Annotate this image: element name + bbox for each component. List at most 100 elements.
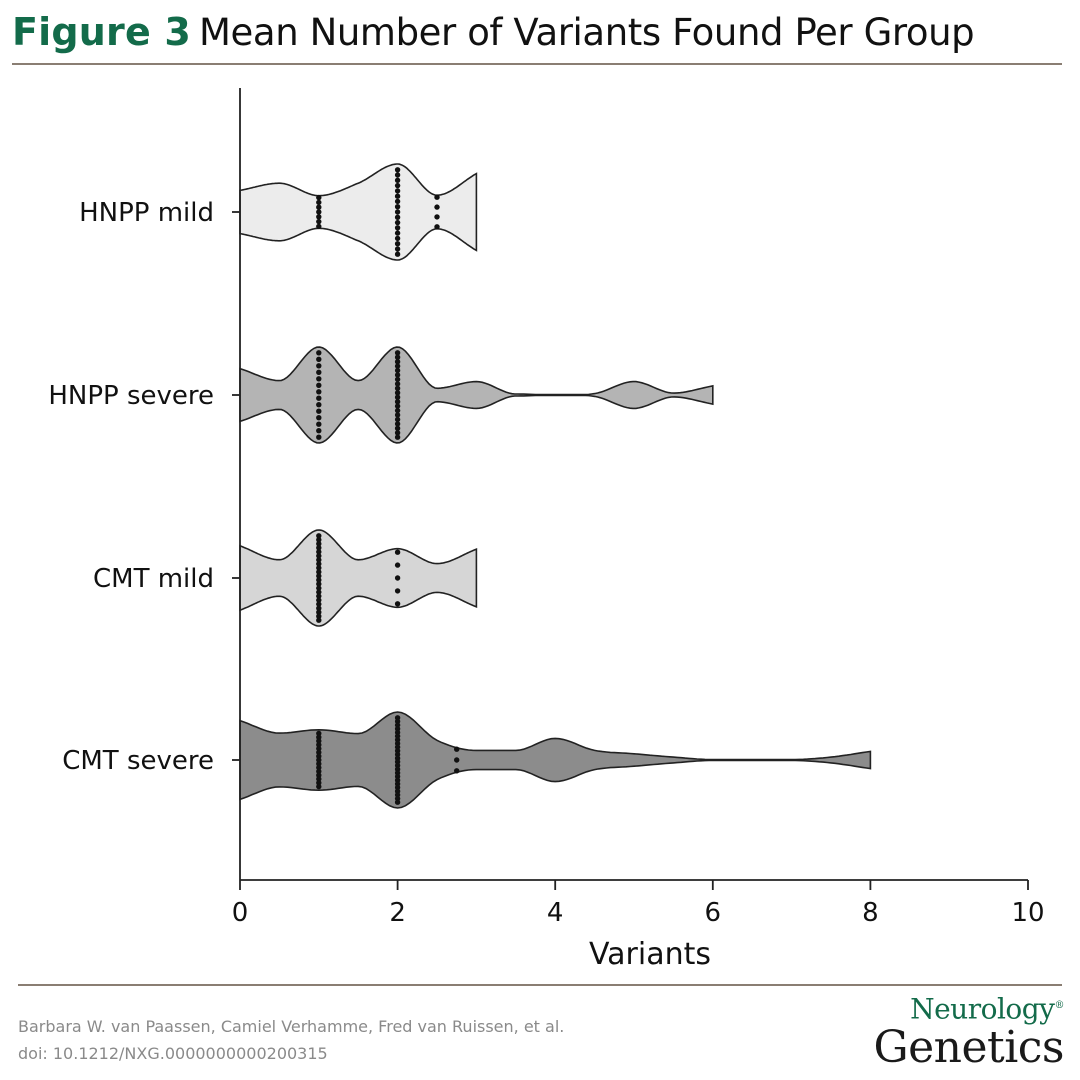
data-dot: [316, 545, 322, 551]
data-dot: [394, 434, 401, 440]
data-dot: [394, 777, 401, 783]
data-dot: [394, 359, 401, 365]
data-dot: [316, 768, 322, 775]
data-dot: [394, 209, 401, 215]
data-dot: [394, 751, 401, 758]
x-tick-label: 0: [232, 898, 249, 928]
data-dot: [434, 194, 440, 200]
data-dot: [316, 577, 322, 583]
data-dot: [316, 382, 322, 388]
y-tick-label: HNPP severe: [48, 381, 214, 411]
data-dot: [394, 354, 401, 360]
data-dot: [316, 780, 322, 786]
violin-group: [239, 711, 872, 809]
data-dot: [394, 766, 401, 772]
data-dot: [316, 402, 322, 408]
data-dot: [316, 223, 322, 230]
data-dot: [394, 372, 401, 378]
figure-title: Mean Number of Variants Found Per Group: [199, 11, 975, 54]
violin-group: [239, 163, 478, 261]
x-tick-label: 8: [862, 898, 879, 928]
data-dot: [316, 589, 322, 595]
data-dot: [316, 573, 322, 579]
data-dot: [394, 799, 401, 805]
data-dot: [316, 537, 322, 543]
data-dot: [394, 204, 401, 210]
data-dot: [316, 557, 322, 563]
data-dot: [394, 773, 401, 780]
data-dot: [394, 549, 401, 555]
data-dot: [394, 177, 401, 183]
data-dot: [316, 561, 322, 567]
y-tick-label: CMT mild: [93, 564, 214, 594]
data-dot: [394, 394, 401, 400]
violin-group: [239, 346, 714, 444]
data-dot: [394, 385, 401, 391]
data-dot: [316, 617, 322, 623]
x-axis-label: Variants: [589, 937, 711, 970]
x-tick-label: 2: [389, 898, 406, 928]
data-dot: [394, 788, 401, 794]
data-dot: [394, 562, 401, 568]
data-dot: [394, 193, 401, 199]
data-dot: [316, 218, 322, 225]
data-dot: [316, 395, 322, 401]
data-dot: [316, 601, 322, 607]
data-dot: [394, 219, 401, 226]
data-dot: [394, 182, 401, 189]
data-dot: [316, 745, 322, 752]
x-tick-label: 10: [1011, 898, 1044, 928]
data-dot: [394, 726, 401, 732]
data-dot: [394, 737, 401, 743]
data-dot: [316, 408, 322, 414]
logo-genetics: Genetics: [873, 1022, 1064, 1074]
y-tick-label: CMT severe: [62, 746, 214, 776]
journal-logo: Neurology® Genetics: [864, 990, 1064, 1074]
data-dot: [316, 730, 322, 737]
data-dot: [316, 581, 322, 587]
citation-authors: Barbara W. van Paassen, Camiel Verhamme,…: [18, 1017, 565, 1036]
data-dot: [394, 588, 401, 594]
x-tick-label: 6: [705, 898, 722, 928]
data-dot: [394, 744, 401, 750]
data-dot: [316, 549, 322, 555]
data-dot: [316, 783, 322, 790]
data-dot: [394, 421, 401, 427]
data-dot: [394, 733, 401, 739]
data-dot: [316, 734, 322, 740]
data-dot: [316, 376, 322, 382]
data-dot: [394, 416, 401, 423]
data-dot: [394, 367, 401, 374]
data-dot: [394, 759, 401, 765]
data-dot: [316, 194, 322, 201]
data-dot: [394, 748, 401, 754]
data-dot: [316, 428, 322, 434]
data-dot: [316, 597, 322, 603]
data-dot: [316, 609, 322, 615]
data-dot: [316, 541, 322, 547]
data-dot: [394, 225, 401, 231]
violins-layer: [239, 163, 872, 809]
data-dot: [316, 434, 322, 440]
data-dot: [316, 533, 322, 539]
data-dot: [316, 613, 322, 619]
data-dot: [394, 376, 401, 383]
logo-line1: Neurology: [910, 992, 1055, 1026]
data-dot: [394, 575, 401, 581]
data-dot: [316, 605, 322, 611]
data-dot: [434, 214, 440, 220]
x-tick-label: 4: [547, 898, 564, 928]
data-dot: [394, 172, 401, 178]
data-dot: [394, 403, 401, 409]
data-dot: [394, 784, 401, 791]
data-dot: [316, 369, 322, 375]
data-dot: [394, 350, 401, 356]
violin-chart: HNPP mild HNPP severe CMT mild CMT severe 0 2…: [48, 88, 1045, 970]
data-dot: [316, 350, 322, 356]
figure-label: Figure 3: [12, 10, 192, 54]
data-dot: [394, 399, 401, 405]
data-dot: [316, 738, 322, 744]
data-dot: [454, 757, 460, 763]
data-dot: [454, 768, 460, 774]
data-dot: [394, 198, 401, 205]
